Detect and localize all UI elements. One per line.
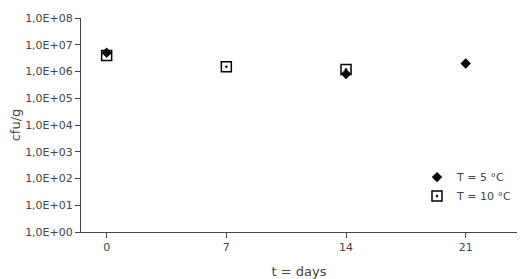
svg-text:0: 0 [103,241,110,254]
svg-text:7: 7 [223,241,230,254]
svg-text:21: 21 [459,241,473,254]
svg-text:1,0E+02: 1,0E+02 [25,172,73,185]
svg-text:T = 5 °C: T = 5 °C [456,171,504,184]
svg-text:1,0E+03: 1,0E+03 [25,146,73,159]
svg-text:1,0E+05: 1,0E+05 [25,92,73,105]
svg-text:1,0E+04: 1,0E+04 [25,119,73,132]
svg-text:14: 14 [339,241,353,254]
svg-text:1,0E+00: 1,0E+00 [25,226,73,239]
svg-text:T = 10 °C: T = 10 °C [456,190,511,203]
svg-text:1,0E+06: 1,0E+06 [25,65,73,78]
svg-text:1,0E+08: 1,0E+08 [25,12,73,25]
svg-text:1,0E+07: 1,0E+07 [25,39,73,52]
svg-text:1,0E+01: 1,0E+01 [25,199,73,212]
svg-text:cfu/g: cfu/g [8,109,23,142]
svg-text:t = days: t = days [272,264,327,279]
